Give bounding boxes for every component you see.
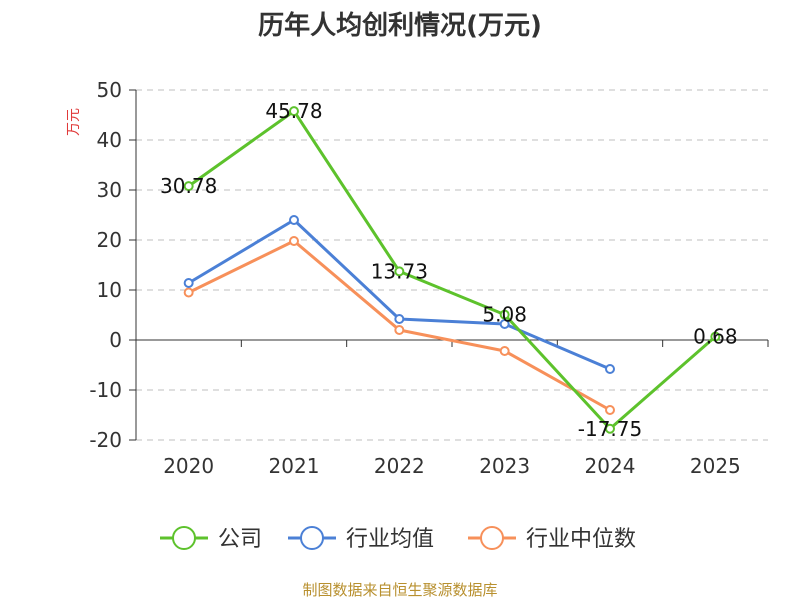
axes: 50 40 30 20 10 0 -10 -20 2020 2021 2022 2023 2024 202…	[89, 78, 769, 478]
x-tick-label: 2021	[269, 454, 320, 478]
series-line	[187, 109, 717, 431]
data-point[interactable]	[183, 278, 194, 288]
legend-label: 公司	[218, 527, 262, 552]
data-point[interactable]	[499, 346, 510, 356]
data-label: 13.73	[371, 259, 428, 283]
data-point[interactable]	[394, 266, 405, 277]
y-tick-label: 30	[97, 178, 122, 202]
legend-item[interactable]: 公司	[160, 526, 262, 552]
y-tick-label: -20	[89, 428, 122, 452]
data-point[interactable]	[183, 287, 194, 298]
legend-item[interactable]: 行业中位数	[468, 526, 636, 552]
data-labels: 30.78 45.78 13.73 5.08 -17.75 0.68	[160, 99, 738, 441]
series-group	[183, 106, 721, 434]
legend-swatch-marker	[172, 526, 196, 550]
data-label: 0.68	[693, 325, 738, 349]
x-tick-label: 2020	[163, 454, 214, 478]
legend-label: 行业中位数	[526, 527, 636, 552]
y-tick-label: 10	[97, 278, 122, 302]
data-point[interactable]	[605, 423, 615, 434]
y-tick-label: 50	[97, 78, 122, 102]
x-tick-label: 2024	[585, 454, 636, 478]
y-tick-label: 40	[97, 128, 122, 152]
legend-item[interactable]: 行业均值	[288, 526, 434, 552]
data-point[interactable]	[499, 309, 510, 320]
legend[interactable]: 公司 行业均值 行业中位数	[160, 526, 636, 552]
data-point[interactable]	[394, 325, 405, 335]
data-label: -17.75	[578, 417, 642, 441]
legend-label: 行业均值	[346, 527, 434, 552]
x-tick-label: 2025	[690, 454, 741, 478]
source-note: 制图数据来自恒生聚源数据库	[302, 581, 497, 599]
data-point[interactable]	[289, 215, 299, 225]
data-point[interactable]	[605, 405, 615, 415]
y-tick-label: 0	[109, 328, 122, 352]
y-axis-label: 万元	[66, 108, 82, 136]
x-tick-label: 2023	[479, 454, 530, 478]
chart-title: 历年人均创利情况(万元)	[258, 10, 542, 41]
data-point[interactable]	[710, 331, 721, 342]
data-point[interactable]	[183, 181, 194, 192]
legend-swatch-marker	[480, 526, 504, 550]
data-label: 30.78	[160, 174, 217, 198]
data-point[interactable]	[289, 236, 299, 246]
x-tick-label: 2022	[374, 454, 425, 478]
data-point[interactable]	[605, 364, 615, 374]
data-label: 5.08	[482, 303, 527, 327]
data-point[interactable]	[289, 106, 299, 117]
series-line	[187, 218, 611, 371]
legend-swatch-marker	[300, 526, 324, 550]
y-tick-label: 20	[97, 228, 122, 252]
data-point[interactable]	[394, 314, 405, 324]
y-tick-label: -10	[89, 378, 122, 402]
data-label: 45.78	[265, 99, 322, 123]
data-point[interactable]	[499, 319, 510, 329]
grid	[136, 89, 768, 441]
